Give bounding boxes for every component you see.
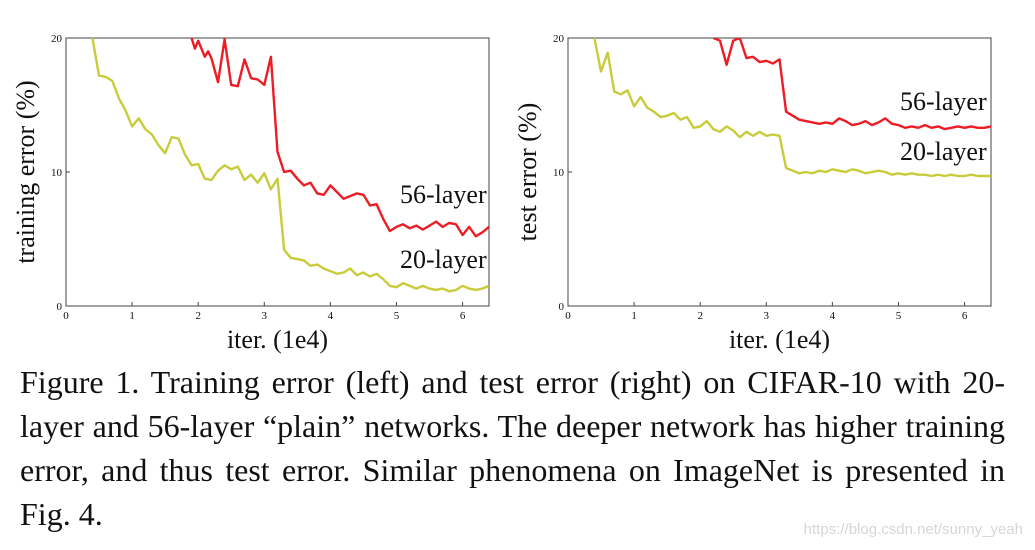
test-x-tick-label: 1 [631,310,637,322]
test-x-tick-label: 0 [565,310,571,322]
training-x-tick-label: 1 [129,310,135,322]
test-x-axis-label: iter. (1e4) [729,325,830,354]
training-series-label-20-layer: 20-layer [400,245,487,274]
test-x-tick-label: 4 [830,310,836,322]
test-x-tick-label: 5 [896,310,902,322]
training-y-tick-label: 10 [51,167,63,179]
test-y-axis-label: test error (%) [513,103,542,242]
training-y-tick-label: 0 [57,301,63,313]
test-y-tick-label: 20 [553,33,565,45]
test-series-label-20-layer: 20-layer [900,137,987,166]
training-series-line-20-layer [91,38,489,293]
test-x-tick-label: 2 [697,310,703,322]
training-series-line-56-layer [190,38,489,238]
training-x-tick-label: 0 [63,310,69,322]
training-x-tick-label: 5 [394,310,400,322]
test-plot-group: 0 1 2 3 4 5 6 0 10 20 iter. (1e4) test error (%) 56-… [513,33,992,354]
test-y-tick-label: 10 [553,167,565,179]
training-plot-group: 0 1 2 3 4 5 6 0 10 20 iter. (1e4) training error (%… [11,33,490,354]
test-series-line-20-layer [593,38,991,178]
training-x-tick-label: 3 [262,310,268,322]
training-y-tick-label: 20 [51,33,63,45]
test-x-tick-label: 3 [764,310,770,322]
test-series-line-56-layer [712,38,991,131]
figure-caption: Figure 1. Training error (left) and test… [20,364,1005,532]
training-y-axis-label: training error (%) [11,80,40,263]
training-x-tick-label: 6 [460,310,466,322]
watermark: https://blog.csdn.net/sunny_yeah [803,521,1023,538]
training-x-axis-label: iter. (1e4) [227,325,328,354]
training-series-label-56-layer: 56-layer [400,180,487,209]
test-y-tick-label: 0 [559,301,565,313]
training-x-tick-label: 4 [328,310,334,322]
test-plot-frame [567,37,992,307]
training-x-tick-label: 2 [195,310,201,322]
test-series-label-56-layer: 56-layer [900,87,987,116]
test-x-tick-label: 6 [962,310,968,322]
charts-area: 0 1 2 3 4 5 6 0 10 20 iter. (1e4) training error (%… [11,33,992,354]
